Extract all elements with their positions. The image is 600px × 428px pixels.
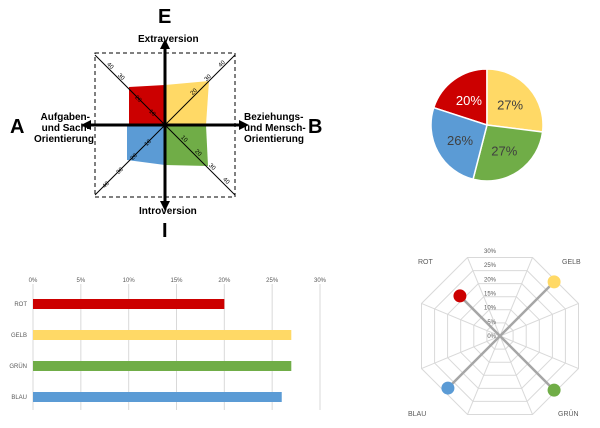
radar-category-label: ROT [418,259,434,266]
radar-tick-label: 0% [487,334,496,340]
tick-label: 30 [116,166,125,175]
radar-spoke [499,303,579,337]
bar-category-label: GRÜN [9,363,27,370]
label-people-line-3: Orientierung [244,134,305,145]
bar-blau [33,392,282,402]
letter-a: A [10,116,25,138]
pie-label: 27% [497,98,523,113]
label-introversion: Introversion [139,206,197,217]
tick-label: 20 [190,87,199,96]
bar-category-label: GELB [11,333,27,339]
radar-point-gelb [547,275,561,289]
radar-spoke [499,257,533,337]
bar-tick-label: 15% [170,278,183,284]
bar-tick-label: 0% [29,278,38,284]
letter-b: B [308,116,323,138]
radar-spoke [467,257,501,337]
label-task-line-1: Aufgaben- [40,112,90,123]
radar-tick-label: 30% [484,249,497,255]
radar-point-grün [547,383,561,397]
label-people-line-1: Beziehungs- [244,112,304,123]
letter-i: I [162,220,168,242]
radar-tick-label: 15% [484,292,497,298]
radar-category-label: BLAU [408,411,426,418]
bar-tick-label: 5% [76,278,85,284]
radar-spoke [421,335,501,369]
radar-series-line [459,295,555,391]
label-task-line-3: Orientierung [34,134,95,145]
tick-label: 40 [218,59,227,68]
label-task-line-2: und Sach- [41,123,90,134]
radar-tick-label: 10% [484,306,497,312]
arrow-right-icon [239,120,249,130]
bar-chart: 0% 5% 10% 15% 20% 25% 30% ROT GELB GRÜN BLAU [9,278,327,410]
pie-label: 20% [456,93,482,108]
bar-tick-label: 10% [123,278,136,284]
label-task-orientation: Aufgaben- und Sach- Orientierung [34,112,95,145]
bar-tick-label: 25% [266,278,279,284]
radar-spoke [499,335,533,415]
arrow-up-icon [160,39,170,49]
radar-spoke [421,303,501,337]
quadrant-rot [129,85,165,125]
tick-label: 40 [102,180,111,189]
label-people-orientation: Beziehungs- und Mensch- Orientierung [244,112,314,145]
tick-label: 30 [204,73,213,82]
radar-point-blau [441,381,455,395]
tick-label: 10 [179,135,188,144]
pie-slice-grün [472,124,544,182]
radar-tick-label: 5% [487,320,496,326]
pie-slice-gelb [486,68,544,133]
tick-label: 10 [147,109,156,118]
letter-e: E [158,6,172,28]
tick-label: 20 [193,149,202,158]
tick-label: 30 [207,163,216,172]
radar-tick-label: 25% [484,263,497,269]
radar-category-label: GELB [562,259,581,266]
pie-slice-blau [430,106,488,181]
bar-category-label: ROT [14,302,27,308]
radar-category-label: GRÜN [558,410,579,418]
radar-spoke [467,335,501,415]
tick-label: 20 [130,152,139,161]
arrow-left-icon [81,120,91,130]
bar-tick-label: 30% [314,278,327,284]
radar-tick-label: 20% [484,277,497,283]
radar-spoke [499,335,579,369]
radar-chart: 0% 5% 10% 15% 20% 25% 30% ROT GELB GRÜN BLAU [408,249,581,418]
arrow-down-icon [160,201,170,211]
pie-chart: 20% 27% 27% 26% [430,68,544,182]
tick-label: 40 [221,177,230,186]
label-people-line-2: und Mensch- [244,123,306,134]
tick-label: 30 [116,73,125,82]
pie-label: 26% [447,133,473,148]
tick-label: 40 [105,62,114,71]
bar-rot [33,299,225,309]
radar-point-rot [453,289,467,303]
pie-slice-rot [432,68,488,127]
tick-label: 10 [144,138,153,147]
bar-gelb [33,330,292,340]
bar-category-label: BLAU [11,395,27,401]
label-extraversion: Extraversion [138,34,199,45]
bar-tick-label: 20% [218,278,231,284]
tick-label: 20 [133,95,142,104]
quadrant-diagram: E A B I Extraversion Introversion Aufgab… [0,0,330,245]
radar-series-line [447,281,555,389]
pie-label: 27% [491,143,517,158]
bar-grün [33,361,292,371]
